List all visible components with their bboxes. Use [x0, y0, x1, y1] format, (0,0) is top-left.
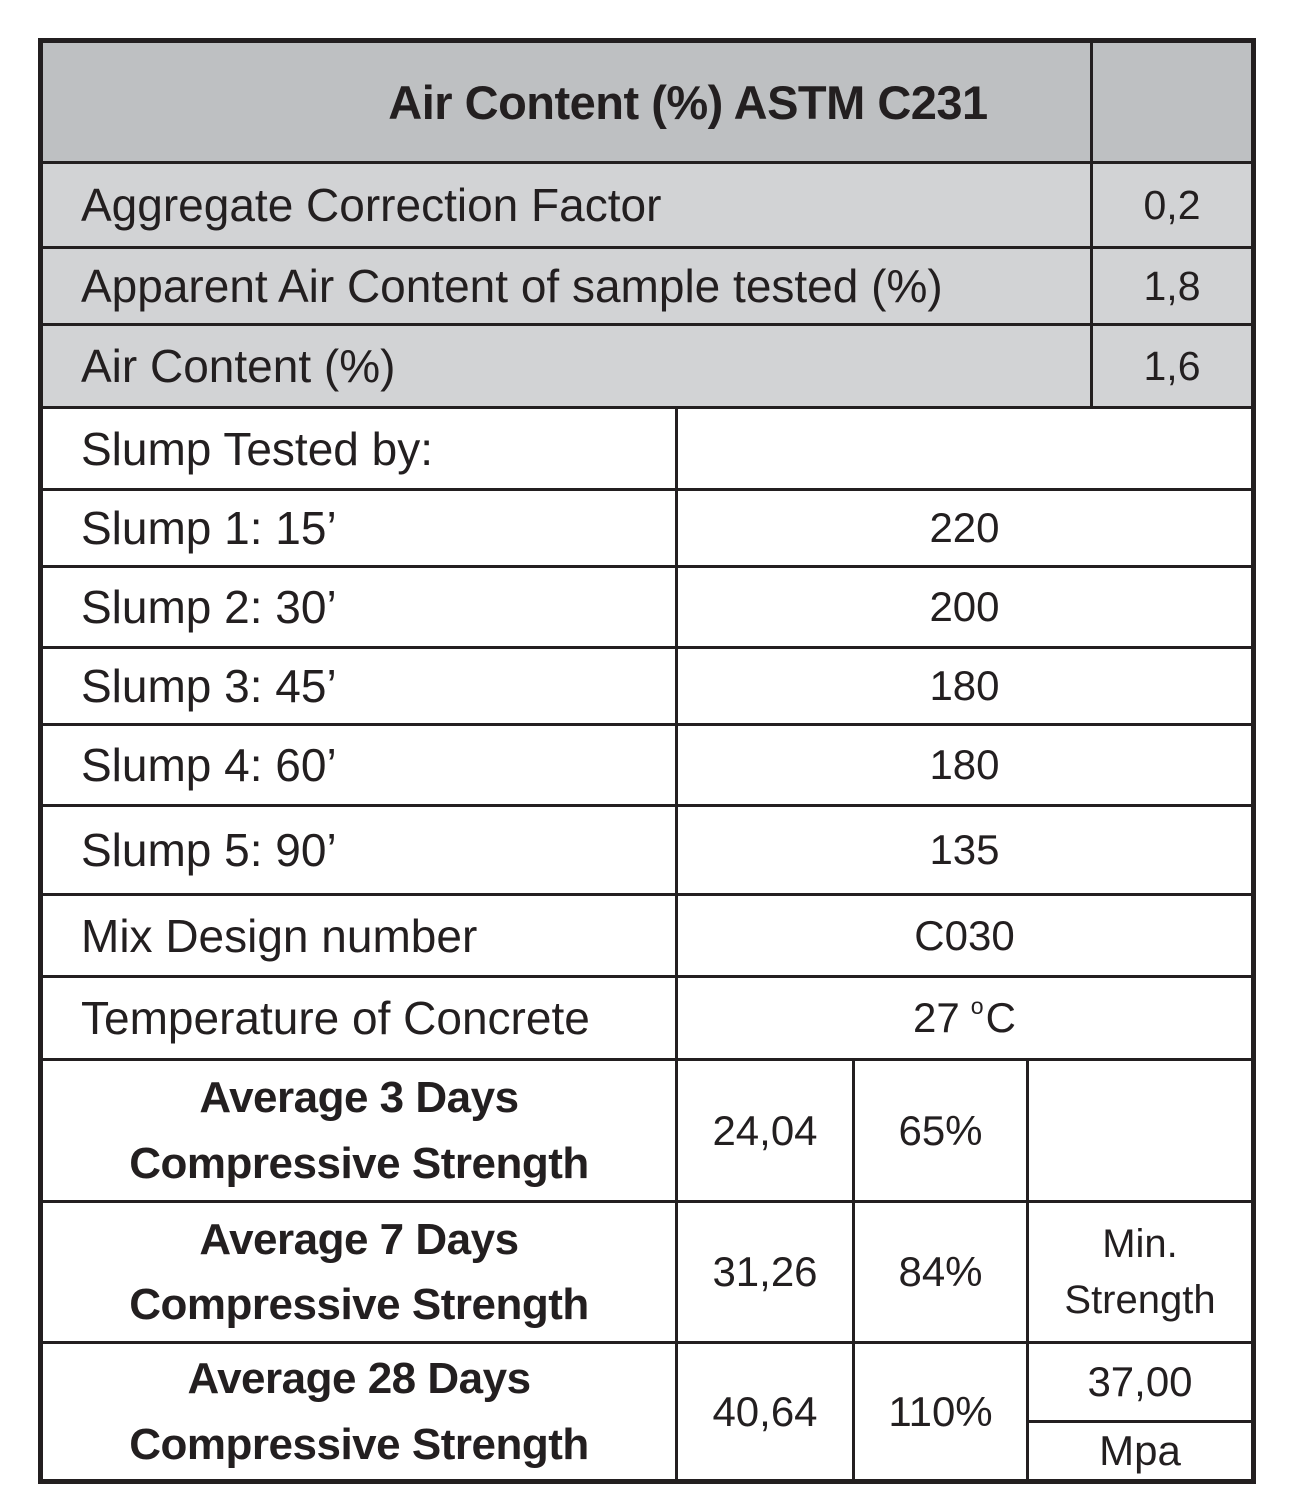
slump-5-label: Slump 5: 90’	[43, 807, 675, 893]
aggregate-correction-factor-label: Aggregate Correction Factor	[43, 164, 1090, 246]
temperature-unit: C	[985, 994, 1016, 1041]
row-avg-28-days: Average 28 Days Compressive Strength 40,…	[43, 1344, 1251, 1479]
row-air-content: Air Content (%) 1,6	[43, 326, 1251, 406]
row-apparent-air-content: Apparent Air Content of sample tested (%…	[43, 249, 1251, 323]
avg-3-days-note-cell	[1029, 1061, 1251, 1200]
aggregate-correction-factor-value: 0,2	[1093, 164, 1251, 246]
temperature-number: 27	[913, 994, 960, 1041]
row-mix-design-number: Mix Design number C030	[43, 896, 1251, 975]
avg-28-days-value: 40,64	[678, 1344, 852, 1479]
min-strength-unit: Mpa	[1029, 1423, 1251, 1479]
row-temperature: Temperature of Concrete 27 o C	[43, 978, 1251, 1058]
mix-design-number-value: C030	[678, 896, 1251, 975]
temperature-value: 27 o C	[678, 978, 1251, 1058]
slump-5-value: 135	[678, 807, 1251, 893]
avg-3-days-label-line2: Compressive Strength	[129, 1138, 589, 1188]
slump-tested-by-value	[678, 409, 1251, 488]
slump-2-label: Slump 2: 30’	[43, 568, 675, 646]
row-avg-7-days: Average 7 Days Compressive Strength 31,2…	[43, 1203, 1251, 1341]
slump-1-label: Slump 1: 15’	[43, 491, 675, 565]
row-slump-2: Slump 2: 30’ 200	[43, 568, 1251, 646]
min-strength-note-line1: Min.	[1102, 1222, 1178, 1266]
min-strength-result-cell: 37,00 Mpa	[1029, 1344, 1251, 1479]
apparent-air-content-label: Apparent Air Content of sample tested (%…	[43, 249, 1090, 323]
row-slump-tested-by: Slump Tested by:	[43, 409, 1251, 488]
avg-3-days-label-line1: Average 3 Days	[199, 1073, 519, 1123]
avg-7-days-value: 31,26	[678, 1203, 852, 1341]
slump-tested-by-label: Slump Tested by:	[43, 409, 675, 488]
avg-7-days-percent: 84%	[855, 1203, 1026, 1341]
apparent-air-content-value: 1,8	[1093, 249, 1251, 323]
row-aggregate-correction-factor: Aggregate Correction Factor 0,2	[43, 164, 1251, 246]
slump-4-label: Slump 4: 60’	[43, 726, 675, 804]
row-slump-4: Slump 4: 60’ 180	[43, 726, 1251, 804]
min-strength-value: 37,00	[1029, 1344, 1251, 1420]
mix-design-number-label: Mix Design number	[43, 896, 675, 975]
slump-4-value: 180	[678, 726, 1251, 804]
row-slump-5: Slump 5: 90’ 135	[43, 807, 1251, 893]
results-table: Air Content (%) ASTM C231 Aggregate Corr…	[38, 38, 1256, 1484]
avg-3-days-percent: 65%	[855, 1061, 1026, 1200]
degree-symbol: o	[970, 992, 984, 1019]
row-slump-3: Slump 3: 45’ 180	[43, 649, 1251, 723]
slump-2-value: 200	[678, 568, 1251, 646]
header-spacer-cell	[1093, 43, 1251, 161]
avg-7-days-label: Average 7 Days Compressive Strength	[43, 1203, 675, 1341]
air-content-label: Air Content (%)	[43, 326, 1090, 406]
slump-3-label: Slump 3: 45’	[43, 649, 675, 723]
row-slump-1: Slump 1: 15’ 220	[43, 491, 1251, 565]
table-title: Air Content (%) ASTM C231	[43, 43, 1090, 161]
min-strength-note-line2: Strength	[1064, 1278, 1216, 1322]
row-avg-3-days: Average 3 Days Compressive Strength 24,0…	[43, 1061, 1251, 1200]
avg-3-days-label: Average 3 Days Compressive Strength	[43, 1061, 675, 1200]
avg-28-days-label-line2: Compressive Strength	[129, 1419, 589, 1469]
avg-7-days-label-line1: Average 7 Days	[199, 1214, 519, 1264]
avg-28-days-label: Average 28 Days Compressive Strength	[43, 1344, 675, 1479]
avg-7-days-label-line2: Compressive Strength	[129, 1280, 589, 1329]
avg-28-days-label-line1: Average 28 Days	[187, 1354, 531, 1404]
avg-28-days-percent: 110%	[855, 1344, 1026, 1479]
temperature-label: Temperature of Concrete	[43, 978, 675, 1058]
slump-3-value: 180	[678, 649, 1251, 723]
header-row: Air Content (%) ASTM C231	[43, 43, 1251, 161]
air-content-value: 1,6	[1093, 326, 1251, 406]
avg-3-days-value: 24,04	[678, 1061, 852, 1200]
slump-1-value: 220	[678, 491, 1251, 565]
min-strength-note: Min. Strength	[1029, 1203, 1251, 1341]
